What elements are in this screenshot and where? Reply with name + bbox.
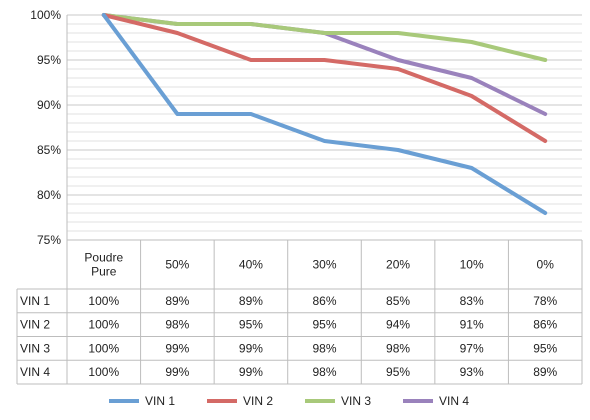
legend-label: VIN 4 — [439, 394, 469, 408]
legend-label: VIN 2 — [243, 394, 273, 408]
series-line-vin-1 — [101, 13, 548, 215]
table-cell-value: 99% — [165, 341, 189, 355]
table-cell-value: 98% — [386, 341, 410, 355]
table-cell-value: 99% — [165, 365, 189, 379]
y-tick-label: 80% — [37, 188, 61, 202]
table-cell-value: 100% — [88, 318, 119, 332]
category-label: Poudre — [84, 251, 123, 265]
y-tick-label: 95% — [37, 53, 61, 67]
table-cell-value: 78% — [533, 294, 557, 308]
category-label: 40% — [239, 258, 263, 272]
table-cell-value: 93% — [460, 365, 484, 379]
y-tick-label: 75% — [37, 233, 61, 247]
category-label: 20% — [386, 258, 410, 272]
table-cell-value: 86% — [533, 318, 557, 332]
category-label: 0% — [537, 258, 555, 272]
table-cell-value: 89% — [533, 365, 557, 379]
category-label: Pure — [91, 265, 117, 279]
table-series-name: VIN 4 — [20, 365, 50, 379]
table-cell-value: 99% — [239, 365, 263, 379]
table-cell-value: 97% — [460, 341, 484, 355]
table-cell-value: 100% — [88, 341, 119, 355]
table-cell-value: 95% — [239, 318, 263, 332]
table-cell-value: 99% — [239, 341, 263, 355]
table-cell-value: 95% — [533, 341, 557, 355]
category-label: 30% — [312, 258, 336, 272]
y-tick-label: 100% — [30, 8, 61, 22]
category-label: 50% — [165, 258, 189, 272]
table-cell-value: 100% — [88, 294, 119, 308]
table-cell-value: 89% — [239, 294, 263, 308]
table-cell-value: 89% — [165, 294, 189, 308]
table-cell-value: 98% — [165, 318, 189, 332]
table-cell-value: 95% — [312, 318, 336, 332]
series-lines — [101, 13, 548, 215]
table-cell-value: 91% — [460, 318, 484, 332]
table-series-name: VIN 1 — [20, 294, 50, 308]
legend-label: VIN 3 — [341, 394, 371, 408]
series-line-vin-3 — [101, 13, 548, 62]
table-cell-value: 94% — [386, 318, 410, 332]
table-cell-value: 100% — [88, 365, 119, 379]
legend-label: VIN 1 — [145, 394, 175, 408]
y-tick-label: 90% — [37, 98, 61, 112]
table-cell-value: 98% — [312, 365, 336, 379]
legend: VIN 1 VIN 2 VIN 3 VIN 4 — [109, 394, 469, 408]
y-tick-label: 85% — [37, 143, 61, 157]
table-series-name: VIN 3 — [20, 341, 50, 355]
table-cell-value: 86% — [312, 294, 336, 308]
series-line-vin-2 — [101, 13, 548, 143]
table-cell-value: 85% — [386, 294, 410, 308]
y-axis: 100% 95% 90% 85% 80% 75% — [30, 8, 61, 247]
table-cell-value: 98% — [312, 341, 336, 355]
table-series-name: VIN 2 — [20, 318, 50, 332]
table-cell-value: 83% — [460, 294, 484, 308]
category-label: 10% — [460, 258, 484, 272]
table-cell-value: 95% — [386, 365, 410, 379]
